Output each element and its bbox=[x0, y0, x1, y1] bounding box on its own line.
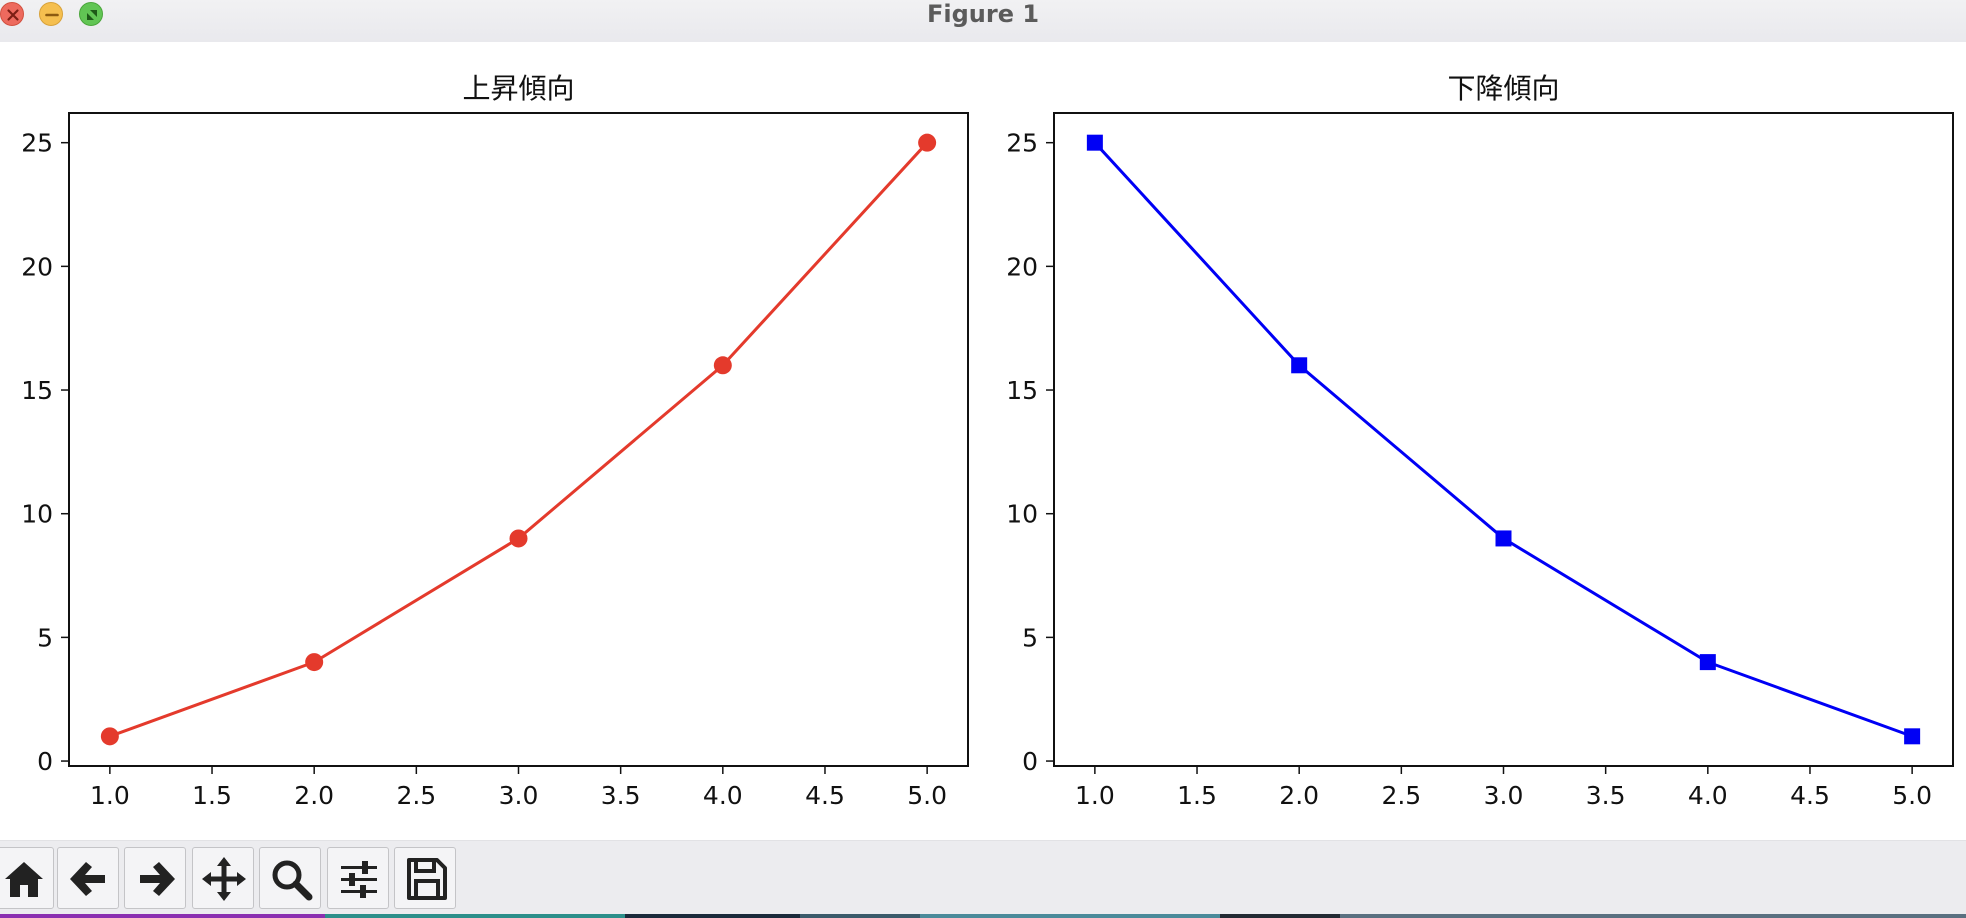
data-point-marker bbox=[1699, 654, 1716, 671]
x-tick-label: 4.0 bbox=[1688, 781, 1728, 810]
configure-sliders-icon bbox=[341, 861, 377, 898]
y-tick-label: 15 bbox=[21, 376, 53, 405]
figure-canvas: 上昇傾向 1.0 1.5 2.0 2.5 3.0 3.5 4.0 4.5 5.0 0 5 10 15 20 2… bbox=[0, 42, 1966, 840]
configure-subplots-button[interactable] bbox=[327, 847, 389, 909]
zoom-icon bbox=[87, 10, 97, 20]
x-tick-label: 3.0 bbox=[1484, 781, 1524, 810]
data-point-marker bbox=[713, 356, 732, 375]
x-tick-label: 4.5 bbox=[805, 781, 845, 810]
window-titlebar: Figure 1 bbox=[0, 0, 1966, 43]
pan-move-icon bbox=[202, 857, 246, 901]
minimize-icon bbox=[45, 13, 59, 17]
y-tick-label: 15 bbox=[1006, 376, 1038, 405]
x-tick-label: 2.0 bbox=[294, 781, 334, 810]
series-line bbox=[1093, 141, 1913, 738]
subplot-2: 下降傾向 1.0 1.5 2.0 2.5 3.0 3.5 4.0 4.5 5.0 0 5 10 15 20 2… bbox=[1006, 72, 1954, 810]
y-tick-label: 5 bbox=[1022, 623, 1038, 652]
series-line bbox=[109, 141, 929, 738]
x-tick-label: 3.0 bbox=[499, 781, 539, 810]
back-button[interactable] bbox=[57, 847, 119, 909]
forward-arrow-icon bbox=[140, 862, 175, 896]
window-title: Figure 1 bbox=[926, 0, 1040, 28]
y-tick-label: 0 bbox=[37, 747, 53, 776]
subplot-1: 上昇傾向 1.0 1.5 2.0 2.5 3.0 3.5 4.0 4.5 5.0 0 5 10 15 20 2… bbox=[21, 72, 969, 810]
y-tick-label: 10 bbox=[21, 500, 53, 529]
zoom-magnifier-icon bbox=[272, 860, 313, 901]
y-tick-label: 0 bbox=[1022, 747, 1038, 776]
data-point-marker bbox=[1904, 728, 1921, 745]
axes-frame bbox=[68, 112, 969, 767]
figure-plot-area: 上昇傾向 1.0 1.5 2.0 2.5 3.0 3.5 4.0 4.5 5.0 0 5 10 15 20 2… bbox=[21, 72, 1954, 810]
close-button[interactable] bbox=[0, 2, 24, 26]
data-point-marker bbox=[509, 529, 528, 548]
x-tick-label: 4.5 bbox=[1790, 781, 1830, 810]
zoom-to-rect-button[interactable] bbox=[259, 847, 321, 909]
home-button[interactable] bbox=[0, 847, 54, 909]
y-tick-label: 5 bbox=[37, 623, 53, 652]
dock-edge-strip bbox=[0, 914, 1966, 918]
pan-button[interactable] bbox=[192, 847, 254, 909]
close-icon bbox=[7, 9, 19, 21]
save-disk-icon bbox=[407, 858, 447, 900]
x-tick-label: 1.5 bbox=[1177, 781, 1217, 810]
home-icon bbox=[5, 862, 43, 897]
y-tick-label: 20 bbox=[1006, 252, 1038, 281]
x-tick-label: 5.0 bbox=[907, 781, 947, 810]
x-tick-label: 3.5 bbox=[601, 781, 641, 810]
y-tick-label: 20 bbox=[21, 252, 53, 281]
x-tick-label: 1.0 bbox=[90, 781, 130, 810]
y-tick-label: 25 bbox=[1006, 129, 1038, 158]
forward-button[interactable] bbox=[124, 847, 186, 909]
x-tick-label: 1.5 bbox=[192, 781, 232, 810]
x-tick-label: 2.0 bbox=[1279, 781, 1319, 810]
x-tick-label: 5.0 bbox=[1892, 781, 1932, 810]
zoom-button[interactable] bbox=[79, 2, 103, 26]
y-tick-label: 25 bbox=[21, 129, 53, 158]
data-point-marker bbox=[1495, 530, 1512, 547]
x-tick-label: 3.5 bbox=[1586, 781, 1626, 810]
data-point-marker bbox=[100, 727, 119, 746]
navigation-toolbar bbox=[0, 840, 1966, 915]
x-tick-label: 1.0 bbox=[1075, 781, 1115, 810]
subplot-title: 上昇傾向 bbox=[462, 72, 574, 105]
back-arrow-icon bbox=[70, 862, 105, 896]
data-point-marker bbox=[1291, 357, 1308, 374]
x-tick-label: 2.5 bbox=[396, 781, 436, 810]
data-point-marker bbox=[1086, 134, 1103, 151]
save-figure-button[interactable] bbox=[394, 847, 456, 909]
axes-frame bbox=[1053, 112, 1954, 767]
subplot-title: 下降傾向 bbox=[1447, 72, 1559, 105]
x-tick-label: 2.5 bbox=[1381, 781, 1421, 810]
x-tick-label: 4.0 bbox=[703, 781, 743, 810]
y-tick-label: 10 bbox=[1006, 500, 1038, 529]
data-point-marker bbox=[918, 133, 937, 152]
minimize-button[interactable] bbox=[39, 2, 63, 26]
data-point-marker bbox=[305, 653, 324, 672]
